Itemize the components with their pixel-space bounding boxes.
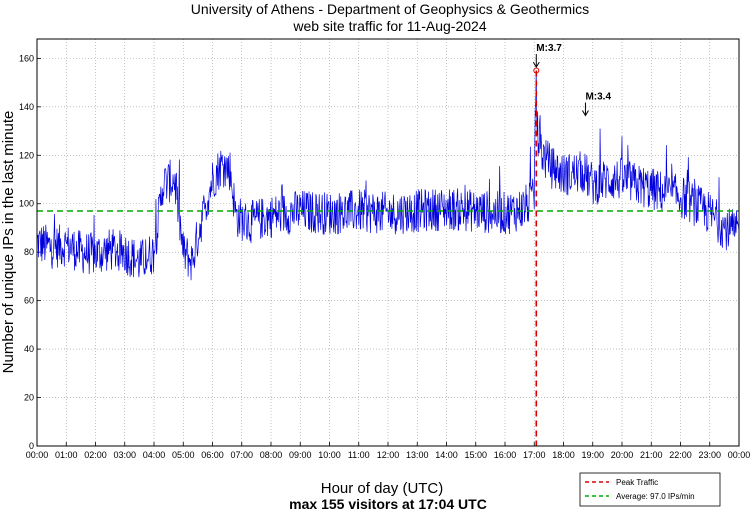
- y-tick-label: 40: [24, 344, 34, 354]
- x-tick-label: 01:00: [55, 450, 78, 460]
- x-tick-label: 15:00: [464, 450, 487, 460]
- x-tick-label: 08:00: [260, 450, 283, 460]
- annotations: M:3.7 M:3.4: [532, 43, 611, 117]
- x-tick-label: 13:00: [406, 450, 429, 460]
- x-tick-label: 00:00: [26, 450, 49, 460]
- x-tick-label: 11:00: [348, 450, 370, 460]
- max-visitors-note: max 155 visitors at 17:04 UTC: [289, 496, 487, 511]
- legend-average-label: Average: 97.0 IPs/min: [616, 492, 695, 501]
- x-tick-label: 14:00: [435, 450, 458, 460]
- x-tick-label: 07:00: [230, 450, 253, 460]
- y-tick-label: 60: [24, 296, 34, 306]
- y-tick-label: 20: [24, 393, 34, 403]
- y-axis-label: Number of unique IPs in the last minute: [0, 111, 17, 374]
- x-tick-label: 23:00: [698, 450, 721, 460]
- x-tick-label: 10:00: [318, 450, 341, 460]
- y-tick-label: 100: [19, 199, 34, 209]
- x-tick-label: 22:00: [669, 450, 692, 460]
- x-tick-label: 12:00: [377, 450, 400, 460]
- y-tick-label: 140: [19, 102, 34, 112]
- annotation-label: M:3.7: [536, 43, 562, 54]
- x-tick-label: 20:00: [611, 450, 634, 460]
- annotation-label: M:3.4: [585, 92, 611, 103]
- x-tick-label: 05:00: [172, 450, 195, 460]
- x-tick-label: 09:00: [289, 450, 312, 460]
- x-tick-label: 04:00: [143, 450, 166, 460]
- legend-peak-label: Peak Traffic: [616, 478, 658, 487]
- x-tick-label: 03:00: [113, 450, 136, 460]
- x-tick-label: 17:00: [523, 450, 546, 460]
- annotation-arrow-head: [582, 110, 589, 117]
- traffic-series-line: [36, 70, 740, 281]
- x-tick-label: 19:00: [581, 450, 604, 460]
- x-tick-label: 06:00: [201, 450, 224, 460]
- x-tick-label: 16:00: [494, 450, 517, 460]
- legend-box: [579, 472, 721, 507]
- x-axis-ticks: 00:00 01:00 02:00 03:00 04:00 05:00 06:00 07:00…: [26, 442, 750, 460]
- grid: [37, 39, 739, 446]
- x-tick-label: 21:00: [640, 450, 663, 460]
- annotation-arrow-head: [532, 61, 540, 69]
- chart-title: University of Athens - Department of Geo…: [191, 1, 589, 17]
- y-axis-ticks: 0 20 40 60 80 100 120 140 160: [19, 53, 41, 451]
- chart-subtitle: web site traffic for 11-Aug-2024: [292, 18, 486, 34]
- plot-frame: [36, 38, 740, 447]
- x-axis-label: Hour of day (UTC): [321, 480, 444, 497]
- x-tick-label: 02:00: [84, 450, 107, 460]
- y-tick-label: 120: [19, 150, 34, 160]
- y-tick-label: 160: [19, 53, 34, 63]
- y-tick-label: 0: [29, 441, 34, 451]
- x-tick-label: 18:00: [552, 450, 575, 460]
- legend: Peak Traffic Average: 97.0 IPs/min: [579, 472, 721, 507]
- y-tick-label: 80: [24, 247, 34, 257]
- x-tick-label: 00:00: [728, 450, 750, 460]
